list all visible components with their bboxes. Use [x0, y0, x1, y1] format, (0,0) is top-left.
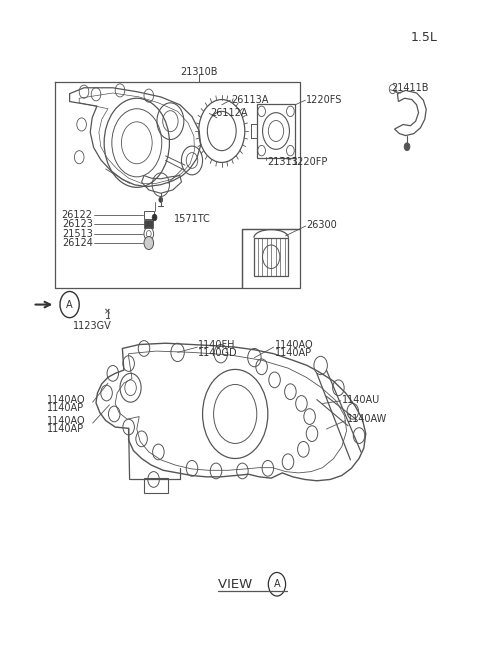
Text: 21513: 21513	[62, 229, 93, 239]
Bar	[242, 229, 300, 288]
Text: 26112A: 26112A	[210, 107, 248, 118]
Text: 1140AO: 1140AO	[47, 394, 85, 405]
Bar	[144, 220, 153, 228]
Text: 1220FP: 1220FP	[292, 157, 328, 168]
Text: 1140GD: 1140GD	[198, 348, 238, 358]
Text: 1140AU: 1140AU	[342, 394, 380, 405]
Text: 1140AW: 1140AW	[347, 414, 387, 424]
Circle shape	[144, 236, 154, 250]
Text: 26113A: 26113A	[231, 94, 269, 105]
Bar	[144, 478, 168, 493]
Text: 1.5L: 1.5L	[410, 31, 437, 45]
Bar	[254, 238, 288, 276]
Text: 1140AO: 1140AO	[275, 339, 313, 350]
Text: 21313: 21313	[267, 157, 298, 168]
Text: 1140AO: 1140AO	[47, 415, 85, 426]
Bar	[257, 104, 295, 158]
Text: 21411B: 21411B	[391, 83, 429, 94]
Text: 1140AP: 1140AP	[275, 348, 312, 358]
Circle shape	[152, 214, 157, 221]
Circle shape	[404, 143, 410, 151]
Text: 1123GV: 1123GV	[73, 320, 111, 331]
Text: 1140FH: 1140FH	[198, 339, 236, 350]
Text: VIEW: VIEW	[218, 578, 257, 591]
Text: 21310B: 21310B	[180, 67, 218, 77]
Text: 26300: 26300	[307, 219, 337, 230]
Text: 26123: 26123	[62, 219, 93, 229]
Text: 1571TC: 1571TC	[174, 214, 211, 225]
Bar	[144, 211, 154, 219]
Circle shape	[159, 197, 163, 202]
Text: 26122: 26122	[61, 210, 93, 220]
Text: A: A	[274, 579, 280, 590]
Text: A: A	[66, 299, 73, 310]
Text: 1140AP: 1140AP	[47, 424, 84, 434]
Text: 26124: 26124	[62, 238, 93, 248]
Text: 1140AP: 1140AP	[47, 403, 84, 413]
Text: 1220FS: 1220FS	[306, 94, 343, 105]
